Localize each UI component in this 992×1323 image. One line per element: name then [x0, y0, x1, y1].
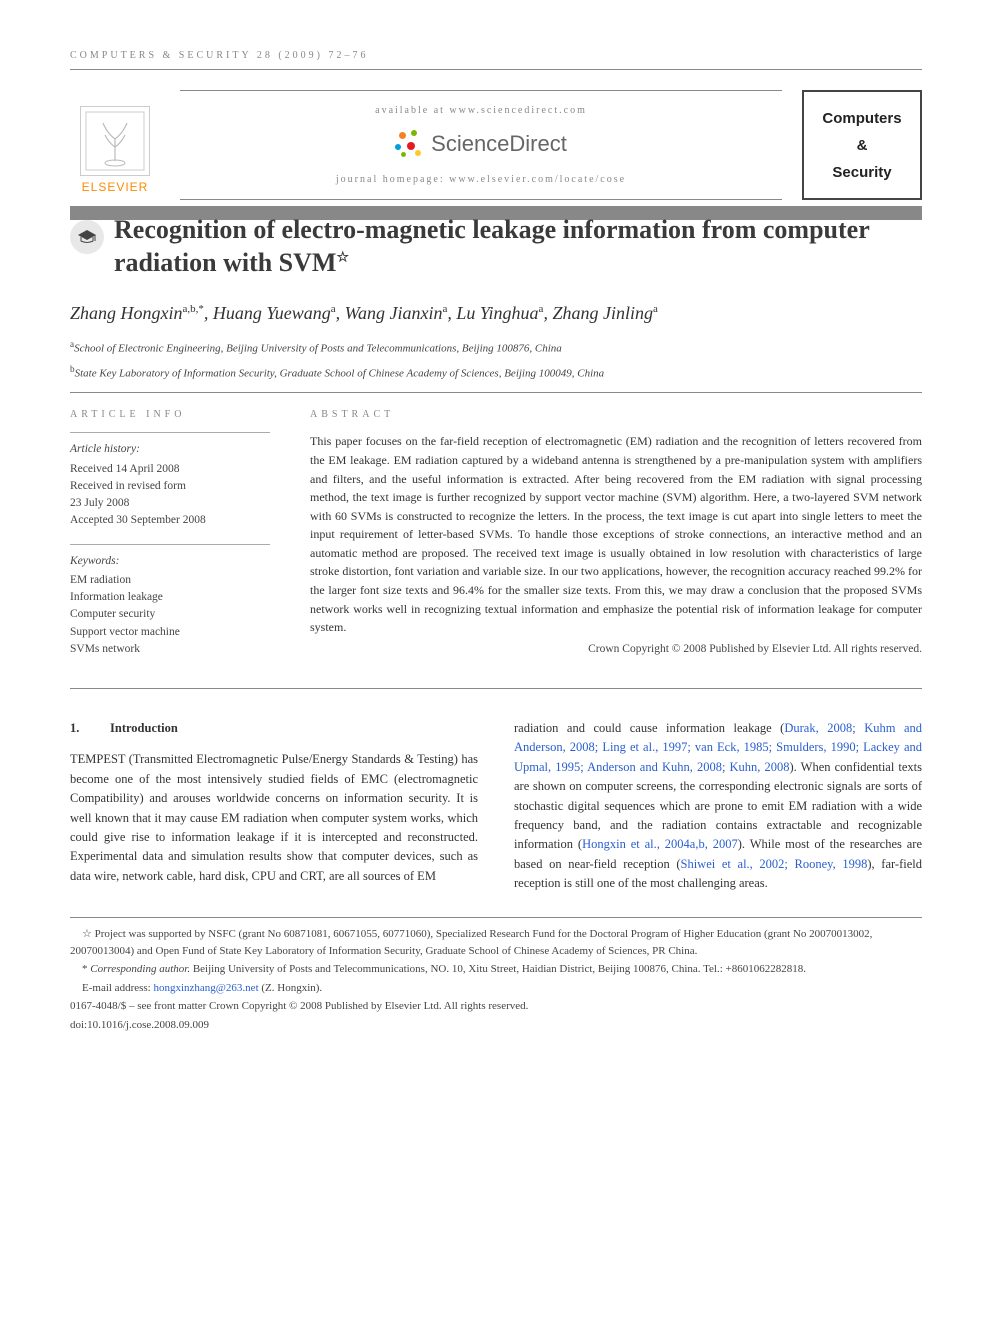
- email-footnote: E-mail address: hongxinzhang@263.net (Z.…: [70, 980, 922, 997]
- article-title: Recognition of electro-magnetic leakage …: [114, 214, 922, 279]
- graduation-cap-icon: [70, 220, 104, 254]
- article-title-text: Recognition of electro-magnetic leakage …: [114, 215, 869, 277]
- affiliations: aSchool of Electronic Engineering, Beiji…: [70, 338, 922, 382]
- body-paragraph: radiation and could cause information le…: [514, 719, 922, 893]
- journal-box-line: Computers: [822, 105, 901, 132]
- sd-dots-icon: [395, 130, 423, 158]
- available-at-line: available at www.sciencedirect.com: [375, 105, 587, 116]
- article-info-head: ARTICLE INFO: [70, 409, 270, 420]
- body-col-right: radiation and could cause information le…: [514, 719, 922, 893]
- divider-rule: [70, 688, 922, 689]
- history-line: Accepted 30 September 2008: [70, 512, 270, 529]
- keyword: Information leakage: [70, 589, 270, 606]
- journal-box-line: &: [857, 132, 868, 159]
- masthead: ELSEVIER available at www.sciencedirect.…: [70, 90, 922, 200]
- affiliation-b: bState Key Laboratory of Information Sec…: [70, 363, 922, 382]
- sciencedirect-logo: ScienceDirect: [395, 130, 567, 158]
- info-abstract-row: ARTICLE INFO Article history: Received 1…: [70, 409, 922, 672]
- journal-homepage-line: journal homepage: www.elsevier.com/locat…: [336, 174, 626, 185]
- abstract-column: ABSTRACT This paper focuses on the far-f…: [310, 409, 922, 672]
- journal-box-line: Security: [832, 159, 891, 186]
- history-line: Received 14 April 2008: [70, 461, 270, 478]
- running-head: COMPUTERS & SECURITY 28 (2009) 72–76: [70, 50, 922, 61]
- section-number: 1.: [70, 719, 110, 738]
- elsevier-logo: ELSEVIER: [70, 90, 160, 200]
- author-list: Zhang Hongxina,b,*, Huang Yuewanga, Wang…: [70, 303, 922, 324]
- citation-link[interactable]: Shiwei et al., 2002; Rooney, 1998: [681, 857, 868, 871]
- section-heading: 1.Introduction: [70, 719, 478, 738]
- section-title: Introduction: [110, 721, 178, 735]
- elsevier-wordmark: ELSEVIER: [82, 180, 149, 194]
- masthead-center: available at www.sciencedirect.com Scien…: [180, 90, 782, 200]
- top-rule: [70, 69, 922, 70]
- sciencedirect-wordmark: ScienceDirect: [431, 131, 567, 157]
- keyword: Computer security: [70, 606, 270, 623]
- keywords-label: Keywords:: [70, 553, 270, 570]
- divider-rule: [70, 392, 922, 393]
- body-col-left: 1.Introduction TEMPEST (Transmitted Elec…: [70, 719, 478, 893]
- abstract-copyright: Crown Copyright © 2008 Published by Else…: [310, 643, 922, 655]
- issn-line: 0167-4048/$ – see front matter Crown Cop…: [70, 998, 922, 1015]
- history-line: 23 July 2008: [70, 495, 270, 512]
- abstract-head: ABSTRACT: [310, 409, 922, 420]
- keywords-block: Keywords: EM radiation Information leaka…: [70, 544, 270, 659]
- elsevier-tree-icon: [80, 106, 150, 176]
- citation-link[interactable]: Hongxin et al., 2004a,b, 2007: [582, 837, 738, 851]
- history-line: Received in revised form: [70, 478, 270, 495]
- article-history-block: Article history: Received 14 April 2008 …: [70, 432, 270, 529]
- keyword: SVMs network: [70, 641, 270, 658]
- corresponding-author-footnote: * Corresponding author. Beijing Universi…: [70, 961, 922, 978]
- history-label: Article history:: [70, 441, 270, 458]
- abstract-text: This paper focuses on the far-field rece…: [310, 432, 922, 637]
- funding-footnote: ☆ Project was supported by NSFC (grant N…: [70, 926, 922, 959]
- article-title-row: Recognition of electro-magnetic leakage …: [70, 214, 922, 279]
- title-footnote-star: ☆: [336, 250, 349, 265]
- keyword: Support vector machine: [70, 624, 270, 641]
- affiliation-a: aSchool of Electronic Engineering, Beiji…: [70, 338, 922, 357]
- doi-line: doi:10.1016/j.cose.2008.09.009: [70, 1017, 922, 1034]
- keyword: EM radiation: [70, 572, 270, 589]
- journal-cover-box: Computers & Security: [802, 90, 922, 200]
- article-info-column: ARTICLE INFO Article history: Received 1…: [70, 409, 270, 672]
- footnotes: ☆ Project was supported by NSFC (grant N…: [70, 917, 922, 1033]
- email-link[interactable]: hongxinzhang@263.net: [153, 982, 258, 994]
- body-paragraph: TEMPEST (Transmitted Electromagnetic Pul…: [70, 750, 478, 886]
- body-two-column: 1.Introduction TEMPEST (Transmitted Elec…: [70, 719, 922, 893]
